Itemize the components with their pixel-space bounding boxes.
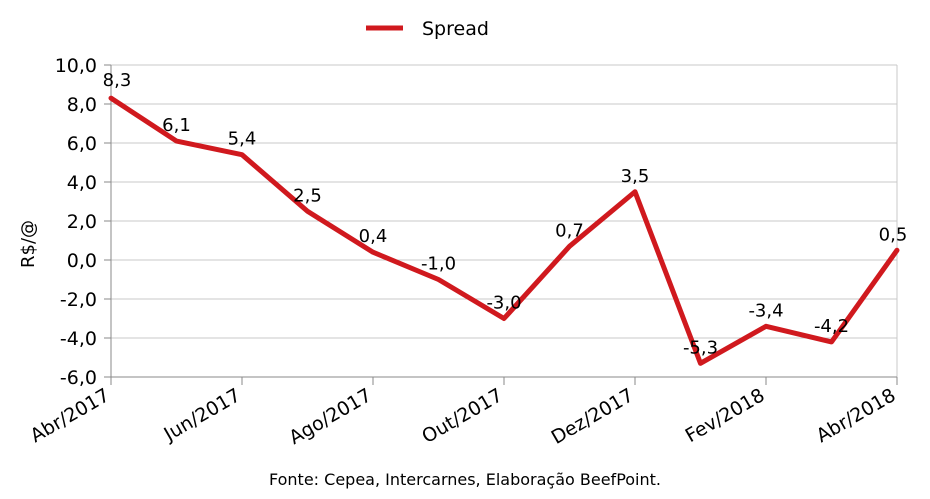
data-labels: 8,3 6,1 5,4 2,5 0,4 -1,0 -3,0 0,7 3,5 -5,3 -3,4 -4,… [103,70,908,358]
data-label: -3,4 [748,300,783,321]
legend[interactable]: Spread [366,18,489,40]
y-tick-label: 4,0 [67,172,97,194]
data-label: 8,3 [103,70,132,91]
x-tick-label: Jun/2017 [159,384,244,446]
x-tick-label: Ago/2017 [285,384,375,449]
data-label: -4,2 [814,316,849,337]
data-label: 6,1 [162,115,191,136]
data-label: -5,3 [683,337,718,358]
y-tick-label: 0,0 [67,250,97,272]
x-axis-ticks: Abr/2017 Jun/2017 Ago/2017 Out/2017 Dez/2017… [27,377,900,449]
x-tick-label: Out/2017 [418,384,506,448]
x-tick-label: Abr/2018 [813,384,900,447]
y-tick-label: -4,0 [60,328,97,350]
y-axis-label: R$/@ [18,220,39,268]
y-tick-label: 8,0 [67,94,97,116]
data-label: 3,5 [621,166,650,187]
spread-line-chart: 10,0 8,0 6,0 4,0 2,0 0,0 -2,0 -4,0 -6,0 Abr/2017… [18,18,908,449]
x-tick-label: Fev/2018 [682,384,769,447]
data-label: 0,7 [555,220,584,241]
y-tick-label: -6,0 [60,367,97,389]
data-label: -1,0 [421,254,456,275]
data-label: 5,4 [228,129,257,150]
data-label: -3,0 [486,293,521,314]
y-tick-label: 10,0 [55,55,97,77]
y-tick-label: -2,0 [60,289,97,311]
data-label: 0,5 [879,224,908,245]
y-tick-label: 2,0 [67,211,97,233]
x-tick-label: Dez/2017 [548,384,638,449]
data-label: 2,5 [293,185,322,206]
series-spread [108,95,900,366]
data-label: 0,4 [359,226,388,247]
y-tick-label: 6,0 [67,133,97,155]
legend-label-spread: Spread [422,18,489,40]
series-line-spread [108,95,900,366]
x-tick-label: Abr/2017 [27,384,114,447]
y-axis-ticks: 10,0 8,0 6,0 4,0 2,0 0,0 -2,0 -4,0 -6,0 [55,55,111,389]
source-note: Fonte: Cepea, Intercarnes, Elaboração Be… [268,470,661,489]
